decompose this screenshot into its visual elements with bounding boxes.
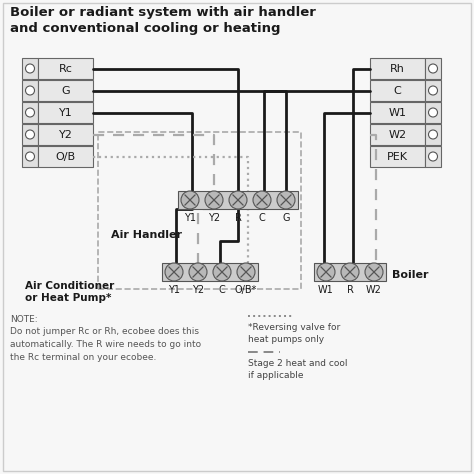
Circle shape — [277, 191, 295, 209]
Text: R: R — [346, 285, 354, 295]
Bar — [22, 124, 38, 145]
Circle shape — [26, 152, 35, 161]
Text: W2: W2 — [388, 129, 407, 139]
Bar — [370, 58, 425, 79]
Circle shape — [341, 263, 359, 281]
Text: C: C — [259, 213, 265, 223]
Bar — [22, 102, 38, 123]
Circle shape — [237, 263, 255, 281]
Bar — [370, 102, 425, 123]
Bar — [22, 80, 38, 101]
Text: NOTE:
Do not jumper Rc or Rh, ecobee does this
automatically. The R wire needs t: NOTE: Do not jumper Rc or Rh, ecobee doe… — [10, 315, 201, 362]
Bar — [425, 146, 441, 167]
Circle shape — [229, 191, 247, 209]
Text: Boiler or radiant system with air handler: Boiler or radiant system with air handle… — [10, 6, 316, 19]
Circle shape — [26, 130, 35, 139]
Circle shape — [317, 263, 335, 281]
Bar — [314, 263, 386, 281]
Bar — [38, 80, 93, 101]
Circle shape — [428, 86, 438, 95]
Bar — [22, 146, 38, 167]
Circle shape — [165, 263, 183, 281]
Bar — [38, 58, 93, 79]
Circle shape — [205, 191, 223, 209]
Text: C: C — [219, 285, 225, 295]
Text: C: C — [393, 85, 401, 95]
Bar — [370, 124, 425, 145]
Text: G: G — [61, 85, 70, 95]
Bar — [38, 102, 93, 123]
Text: Air Conditioner
or Heat Pump*: Air Conditioner or Heat Pump* — [25, 281, 114, 303]
Bar — [22, 58, 38, 79]
Text: Air Handler: Air Handler — [111, 230, 182, 240]
Text: and conventional cooling or heating: and conventional cooling or heating — [10, 22, 281, 35]
Bar — [38, 124, 93, 145]
Circle shape — [26, 64, 35, 73]
Text: Y1: Y1 — [59, 108, 73, 118]
Bar — [425, 102, 441, 123]
Text: Y2: Y2 — [208, 213, 220, 223]
Bar — [178, 191, 298, 209]
Circle shape — [428, 130, 438, 139]
Text: *Reversing valve for
heat pumps only: *Reversing valve for heat pumps only — [248, 323, 340, 344]
Circle shape — [213, 263, 231, 281]
Text: W1: W1 — [318, 285, 334, 295]
Text: Y2: Y2 — [192, 285, 204, 295]
Text: Y1: Y1 — [184, 213, 196, 223]
Circle shape — [428, 64, 438, 73]
Text: Y1: Y1 — [168, 285, 180, 295]
Bar — [425, 124, 441, 145]
Text: Stage 2 heat and cool
if applicable: Stage 2 heat and cool if applicable — [248, 359, 347, 380]
Bar — [370, 146, 425, 167]
Circle shape — [253, 191, 271, 209]
Circle shape — [365, 263, 383, 281]
Circle shape — [26, 86, 35, 95]
Bar — [425, 80, 441, 101]
Text: O/B: O/B — [55, 152, 75, 162]
Circle shape — [428, 152, 438, 161]
Bar — [370, 80, 425, 101]
Bar — [162, 263, 258, 281]
Text: W1: W1 — [389, 108, 407, 118]
Text: PEK: PEK — [387, 152, 408, 162]
Circle shape — [181, 191, 199, 209]
Circle shape — [428, 108, 438, 117]
Text: Y2: Y2 — [59, 129, 73, 139]
Text: Rc: Rc — [59, 64, 73, 73]
Text: G: G — [282, 213, 290, 223]
Text: Rh: Rh — [390, 64, 405, 73]
Text: W2: W2 — [366, 285, 382, 295]
Text: O/B*: O/B* — [235, 285, 257, 295]
Circle shape — [26, 108, 35, 117]
Text: Boiler: Boiler — [392, 270, 428, 280]
Circle shape — [189, 263, 207, 281]
Bar — [425, 58, 441, 79]
Bar — [38, 146, 93, 167]
Text: R: R — [235, 213, 241, 223]
